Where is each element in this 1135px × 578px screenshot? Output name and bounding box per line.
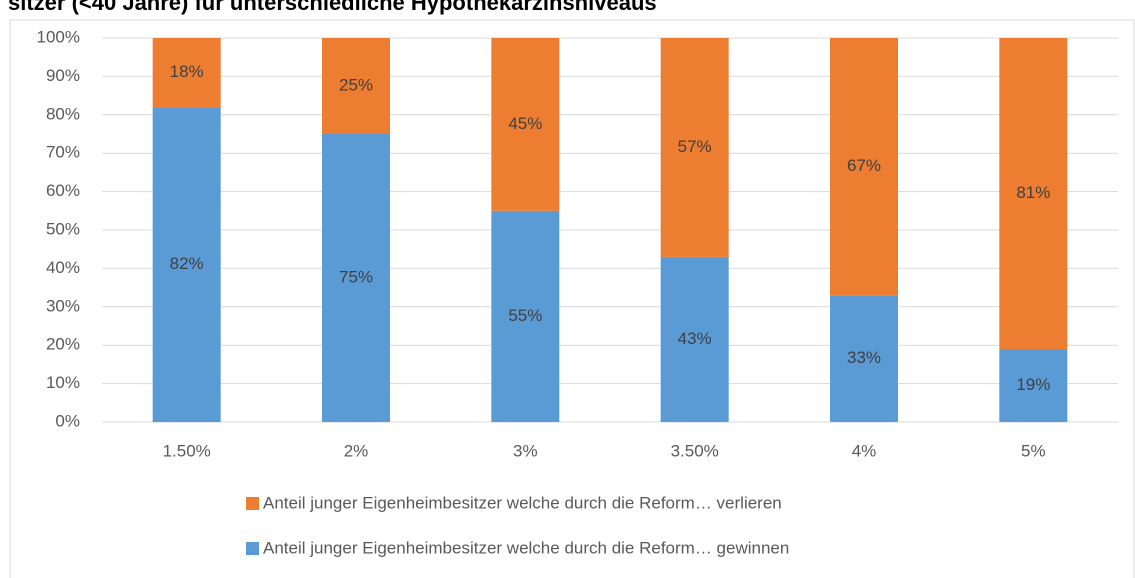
chart-title: sitzer (<40 Jahre) für unterschiedliche …: [8, 0, 657, 15]
bar-segment: [491, 210, 560, 422]
data-label: 57%: [678, 137, 712, 156]
bar-segment: [322, 134, 390, 422]
y-tick-label: 60%: [46, 181, 80, 200]
y-tick-label: 50%: [46, 219, 80, 238]
x-tick-label: 2%: [344, 441, 369, 460]
y-tick-label: 10%: [46, 373, 80, 392]
y-tick-label: 30%: [46, 296, 80, 315]
data-label: 45%: [508, 114, 542, 133]
y-tick-label: 100%: [37, 27, 80, 46]
bar-segment: [322, 38, 390, 134]
bar-segment: [999, 38, 1068, 350]
data-label: 75%: [339, 267, 373, 286]
bar-segment: [660, 38, 729, 257]
bar-segment: [152, 38, 221, 108]
bar-segment: [999, 349, 1068, 422]
data-label: 82%: [170, 254, 204, 273]
x-tick-label: 5%: [1021, 441, 1046, 460]
data-label: 67%: [847, 156, 881, 175]
bar-segment: [152, 107, 221, 423]
data-label: 19%: [1016, 375, 1050, 394]
legend-label: Anteil junger Eigenheimbesitzer welche d…: [263, 493, 782, 512]
y-tick-label: 40%: [46, 258, 80, 277]
y-tick-label: 20%: [46, 335, 80, 354]
y-tick-label: 0%: [55, 411, 80, 430]
x-tick-label: 1.50%: [163, 441, 211, 460]
bar-segment: [491, 38, 560, 211]
y-tick-label: 70%: [46, 143, 80, 162]
x-tick-label: 3%: [513, 441, 538, 460]
legend-swatch: [246, 497, 259, 510]
x-tick-label: 4%: [852, 441, 877, 460]
bar-segment: [660, 256, 729, 422]
data-label: 18%: [170, 62, 204, 81]
data-label: 43%: [678, 329, 712, 348]
bar-segment: [830, 38, 898, 296]
data-label: 55%: [508, 306, 542, 325]
data-label: 81%: [1016, 183, 1050, 202]
y-tick-label: 80%: [46, 104, 80, 123]
y-tick-label: 90%: [46, 66, 80, 85]
data-label: 25%: [339, 75, 373, 94]
legend-label: Anteil junger Eigenheimbesitzer welche d…: [263, 538, 789, 557]
bar-segment: [830, 295, 898, 422]
x-tick-label: 3.50%: [671, 441, 719, 460]
data-label: 33%: [847, 348, 881, 367]
legend-swatch: [246, 542, 259, 555]
